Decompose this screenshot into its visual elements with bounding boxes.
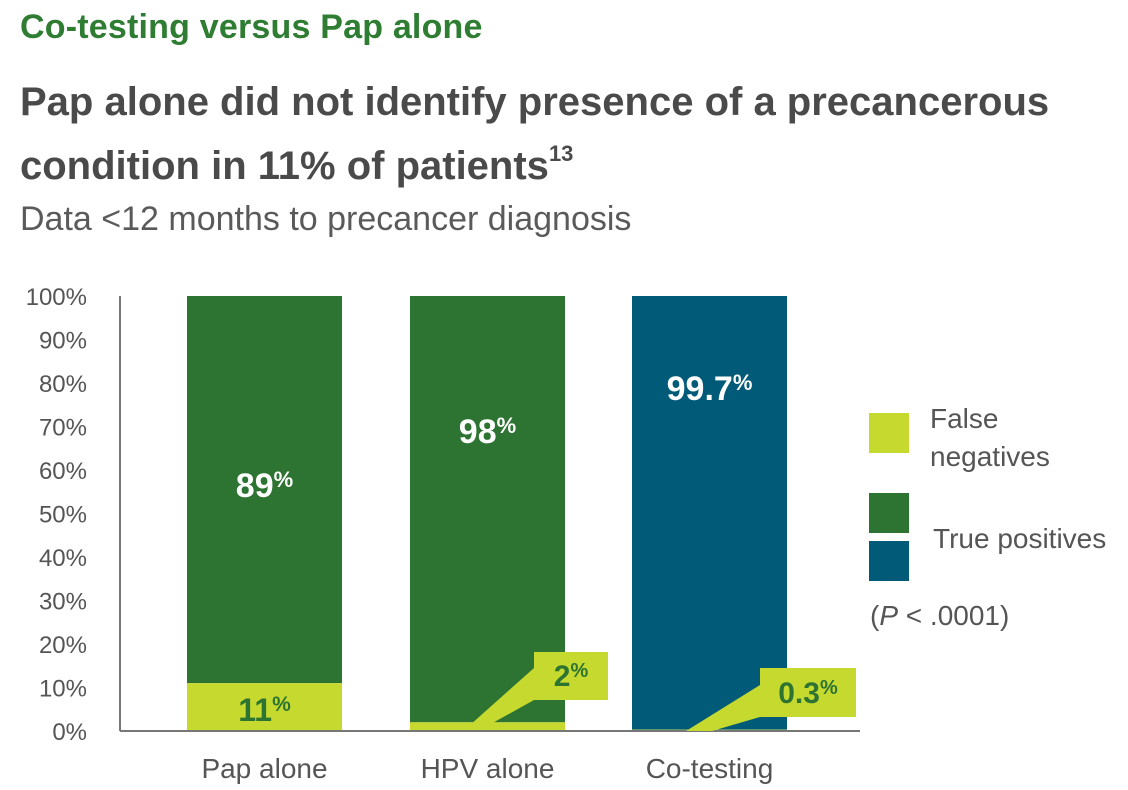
false-negatives-data-label: 11% bbox=[238, 692, 291, 728]
y-tick-label: 40% bbox=[39, 545, 87, 572]
chart-eyebrow-title: Co-testing versus Pap alone bbox=[20, 8, 483, 46]
y-tick-label: 50% bbox=[39, 502, 87, 529]
true-positives-bar bbox=[410, 296, 565, 723]
false-negatives-data-label: 2% bbox=[554, 660, 589, 693]
true-positives-bar bbox=[632, 296, 787, 730]
true-positives-data-label: 98% bbox=[459, 413, 516, 451]
false-negatives-bar bbox=[410, 722, 565, 731]
p-note-rest: < .0001) bbox=[898, 600, 1010, 631]
true-positives-data-label: 99.7% bbox=[667, 370, 753, 408]
p-value-note: (P < .0001) bbox=[870, 600, 1009, 632]
y-tick-label: 90% bbox=[39, 328, 87, 355]
legend-label-false-negatives: False negatives bbox=[930, 403, 1050, 472]
y-tick-label: 80% bbox=[39, 371, 87, 398]
p-note-symbol: P bbox=[879, 600, 899, 631]
y-tick-label: 0% bbox=[52, 719, 87, 746]
chart-subtitle: Data <12 months to precancer diagnosis bbox=[20, 200, 632, 238]
headline-text: Pap alone did not identify presence of a… bbox=[20, 80, 1050, 188]
x-category-label: Co-testing bbox=[646, 753, 774, 784]
legend-swatch-true-positives-green bbox=[869, 493, 909, 533]
y-tick-label: 60% bbox=[39, 458, 87, 485]
footnote-marker: 13 bbox=[548, 141, 574, 166]
p-note-open: ( bbox=[870, 600, 880, 631]
y-tick-label: 10% bbox=[39, 676, 87, 703]
chart-headline: Pap alone did not identify presence of a… bbox=[20, 70, 1100, 198]
x-category-label: Pap alone bbox=[201, 753, 327, 784]
callout-pointer bbox=[686, 685, 760, 731]
callout-pointer bbox=[470, 668, 534, 725]
y-tick-label: 70% bbox=[39, 415, 87, 442]
legend-label-true-positives: True positives bbox=[933, 523, 1107, 554]
false-negatives-data-label: 0.3% bbox=[778, 677, 838, 710]
y-tick-label: 30% bbox=[39, 589, 87, 616]
true-positives-data-label: 89% bbox=[236, 467, 293, 505]
legend-swatch-false-negatives bbox=[869, 413, 909, 453]
false-negatives-bar bbox=[187, 683, 342, 731]
y-tick-label: 20% bbox=[39, 632, 87, 659]
legend-swatch-true-positives-blue bbox=[869, 541, 909, 581]
x-category-label: HPV alone bbox=[421, 753, 555, 784]
y-tick-label: 100% bbox=[26, 284, 87, 311]
true-positives-bar bbox=[187, 296, 342, 684]
callout-box bbox=[534, 652, 608, 700]
callout-box bbox=[760, 668, 856, 717]
